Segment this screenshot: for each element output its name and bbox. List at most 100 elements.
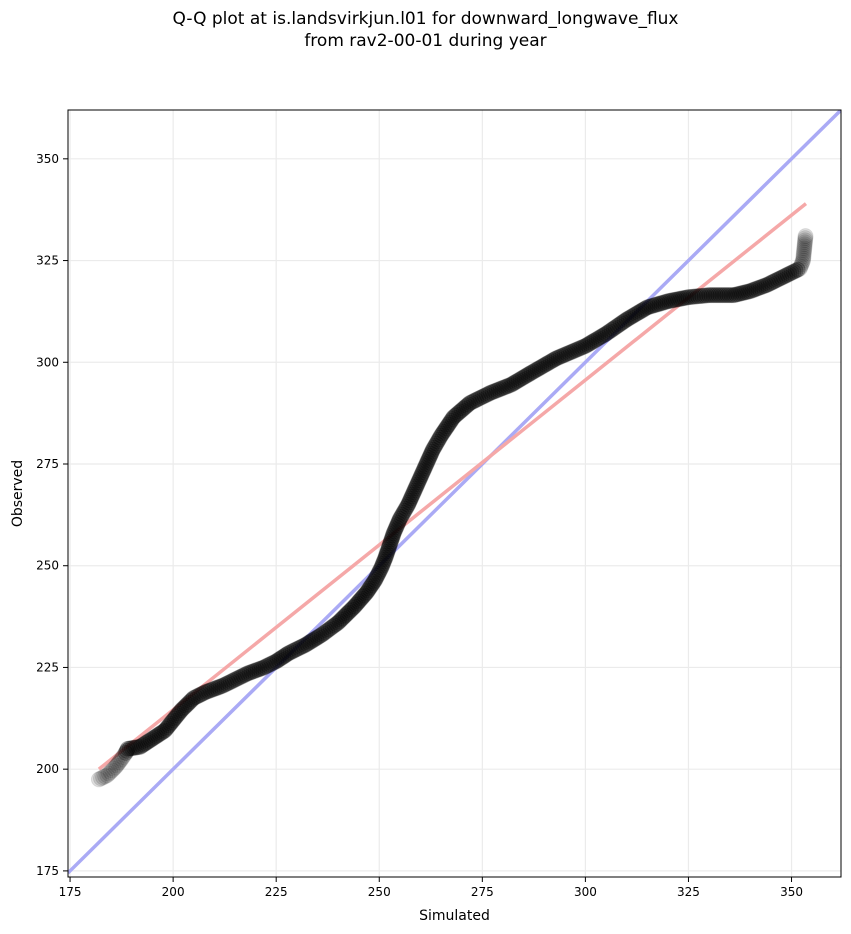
quantile-point (268, 653, 285, 670)
quantile-point (99, 767, 116, 784)
quantile-point (381, 537, 398, 554)
quantile-point (510, 372, 527, 389)
quantile-point (518, 367, 535, 384)
quantile-point (438, 420, 455, 437)
quantile-point (401, 492, 418, 509)
quantile-point (155, 723, 172, 740)
quantile-point (212, 678, 229, 695)
quantile-point (535, 357, 552, 374)
quantile-point (380, 541, 397, 558)
quantile-point (421, 449, 438, 466)
quantile-point (598, 325, 615, 342)
quantile-point (396, 502, 413, 519)
quantile-point (466, 392, 483, 409)
quantile-point (128, 739, 145, 756)
quantile-point (166, 710, 183, 727)
quantile-point (571, 340, 588, 357)
quantile-point (764, 273, 781, 290)
quantile-point (137, 735, 154, 752)
quantile-point (367, 571, 384, 588)
quantile-point (558, 345, 575, 362)
quantile-point (241, 664, 258, 681)
quantile-point (458, 397, 475, 414)
quantile-point (255, 659, 272, 676)
quantile-point (251, 660, 268, 677)
quantile-point (698, 287, 715, 304)
quantile-point (181, 694, 198, 711)
quantile-point (450, 404, 467, 421)
quantile-point (288, 641, 305, 658)
quantile-point (719, 287, 736, 304)
quantile-point (428, 435, 445, 452)
quantile-point (342, 602, 359, 619)
quantile-point (379, 543, 396, 560)
quantile-point (333, 611, 350, 628)
quantile-point (372, 561, 389, 578)
quantile-point (611, 316, 628, 333)
quantile-point (494, 379, 511, 396)
quantile-point (259, 657, 276, 674)
quantile-point (135, 736, 152, 753)
quantile-point (430, 431, 447, 448)
identity-line (68, 110, 841, 875)
quantile-point (189, 687, 206, 704)
quantile-point (468, 391, 485, 408)
quantile-point (130, 739, 147, 756)
quantile-point (391, 510, 408, 527)
quantile-point (387, 521, 404, 538)
quantile-point (442, 412, 459, 429)
quantile-point (278, 646, 295, 663)
quantile-point (224, 672, 241, 689)
quantile-point (104, 762, 121, 779)
y-axis-label: Observed (10, 460, 26, 527)
quantile-point (357, 585, 374, 602)
quantile-point (275, 648, 292, 665)
quantile-point (480, 385, 497, 402)
quantile-point (350, 593, 367, 610)
quantile-point (419, 453, 436, 470)
quantile-point (336, 608, 353, 625)
quantile-point (556, 346, 573, 363)
x-tick-label: 175 (59, 885, 82, 899)
quantile-point (412, 470, 429, 487)
quantile-point (736, 284, 753, 301)
quantile-point (503, 376, 520, 393)
quantile-point (383, 531, 400, 548)
quantile-point (390, 515, 407, 531)
quantile-point (599, 324, 616, 341)
quantile-point (389, 517, 406, 534)
quantile-point (460, 396, 477, 413)
quantile-point (345, 599, 362, 616)
y-tick-label: 350 (36, 152, 59, 166)
quantile-point (633, 302, 650, 319)
quantile-point (356, 587, 373, 604)
quantile-point (415, 462, 432, 479)
quantile-point (311, 628, 328, 645)
quantile-point (208, 680, 225, 697)
quantile-point (637, 300, 654, 317)
x-tick-label: 275 (471, 885, 494, 899)
quantile-point (687, 288, 704, 305)
quantile-point (441, 414, 458, 431)
quantile-point (616, 312, 633, 329)
quantile-point (114, 748, 131, 765)
quantile-point (144, 730, 161, 747)
quantile-point (512, 371, 529, 388)
quantile-point (452, 403, 469, 420)
quantile-point (216, 676, 233, 693)
x-tick-label: 225 (265, 885, 288, 899)
quantile-point (796, 238, 813, 255)
quantile-point (156, 722, 173, 739)
quantile-point (444, 411, 461, 428)
quantile-point (787, 262, 804, 279)
y-axis-ticks: 175 200 225 250 275 300 325 350 (36, 152, 68, 878)
quantile-point (569, 341, 586, 358)
quantile-point (409, 476, 426, 493)
quantile-point (191, 686, 208, 703)
quantile-point (247, 662, 264, 679)
quantile-point (382, 533, 399, 550)
quantile-point (767, 272, 784, 289)
quantile-point (682, 288, 699, 305)
quantile-point (672, 290, 689, 307)
x-tick-label: 350 (780, 885, 803, 899)
